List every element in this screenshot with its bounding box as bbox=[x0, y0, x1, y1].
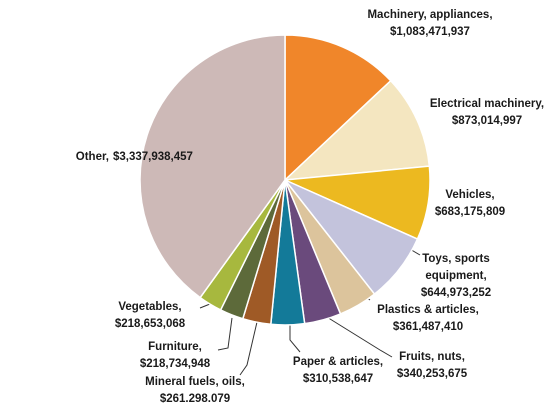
slice-value: $340,253,675 bbox=[397, 368, 468, 380]
slice-value: $310,538,647 bbox=[303, 373, 373, 385]
slice-label: Paper & articles, bbox=[293, 356, 383, 368]
slice-label: Vehicles, bbox=[445, 189, 494, 201]
slice-value: $1,083,471,937 bbox=[390, 26, 470, 38]
slice-value: $644,973,252 bbox=[421, 287, 491, 299]
slice-value: $218,653,068 bbox=[115, 318, 186, 330]
slice-label: Machinery, appliances, bbox=[367, 9, 492, 21]
leader-line bbox=[289, 324, 301, 353]
leader-line bbox=[217, 317, 233, 351]
pie-slice bbox=[282, 79, 431, 181]
leader-line bbox=[239, 321, 258, 376]
slice-value: $361,487,410 bbox=[393, 321, 463, 333]
leader-line bbox=[199, 303, 211, 309]
slice-label: Vegetables, bbox=[118, 301, 181, 313]
slice-value: $683,175,809 bbox=[435, 206, 505, 218]
slice-label: Mineral fuels, oils, bbox=[145, 376, 245, 388]
slice-label: Electrical machinery, bbox=[430, 98, 544, 110]
pie-slice bbox=[139, 34, 286, 299]
slice-value: $218,734,948 bbox=[140, 358, 211, 370]
slice-label: Fruits, nuts, bbox=[399, 351, 465, 363]
slice-label: Toys, sports equipment, bbox=[422, 253, 490, 282]
slice-value: $261.298.079 bbox=[160, 393, 230, 405]
leader-line bbox=[321, 313, 393, 358]
slice-label: Plastics & articles, bbox=[377, 304, 479, 316]
slice-label: Furniture, bbox=[148, 341, 202, 353]
slice-value: $873,014,997 bbox=[452, 115, 522, 127]
pie-slice bbox=[284, 34, 392, 182]
slice-value: $3,337,938,457 bbox=[113, 151, 193, 163]
slice-label: Other, bbox=[76, 151, 109, 163]
